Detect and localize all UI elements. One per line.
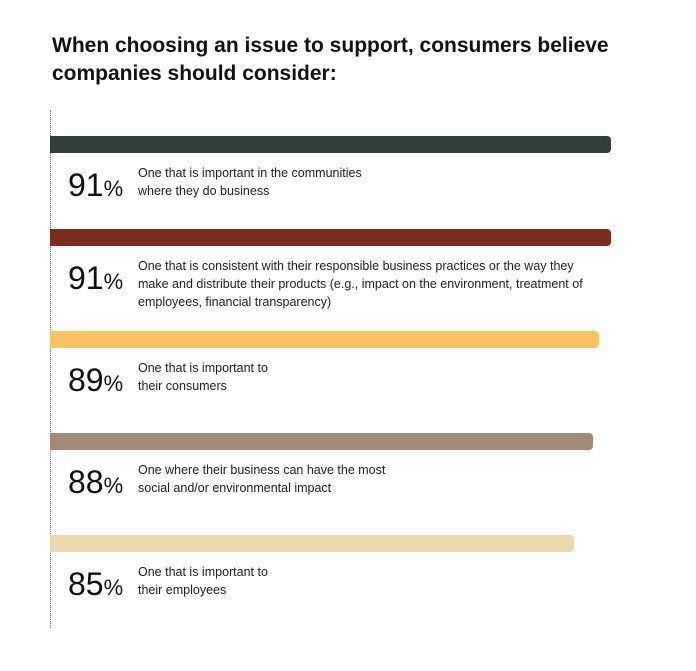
category-label: One that is consistent with their respon… — [138, 259, 583, 309]
value-label: 91% — [68, 168, 123, 206]
value-label: 85% — [68, 567, 123, 605]
percent-sign: % — [103, 473, 124, 498]
value-number: 91 — [68, 260, 104, 296]
percent-sign: % — [103, 269, 124, 294]
percent-sign: % — [103, 371, 124, 396]
baseline-axis — [50, 110, 51, 628]
category-label: One that is important to their employees — [138, 565, 268, 597]
percent-sign: % — [103, 176, 124, 201]
category-label: One that is important in the communities… — [138, 166, 362, 198]
value-number: 88 — [68, 464, 104, 500]
value-label: 89% — [68, 363, 123, 401]
value-label: 91% — [68, 261, 123, 299]
value-label: 88% — [68, 465, 123, 503]
category-label: One where their business can have the mo… — [138, 463, 386, 495]
value-number: 89 — [68, 362, 104, 398]
category-label: One that is important to their consumers — [138, 361, 268, 393]
bar-4 — [50, 433, 593, 450]
percent-sign: % — [103, 575, 124, 600]
value-number: 91 — [68, 167, 104, 203]
bar-1 — [50, 136, 611, 153]
bar-2 — [50, 229, 611, 246]
bar-3 — [50, 331, 599, 348]
value-number: 85 — [68, 566, 104, 602]
chart-title: When choosing an issue to support, consu… — [52, 34, 609, 85]
bar-5 — [50, 535, 575, 552]
